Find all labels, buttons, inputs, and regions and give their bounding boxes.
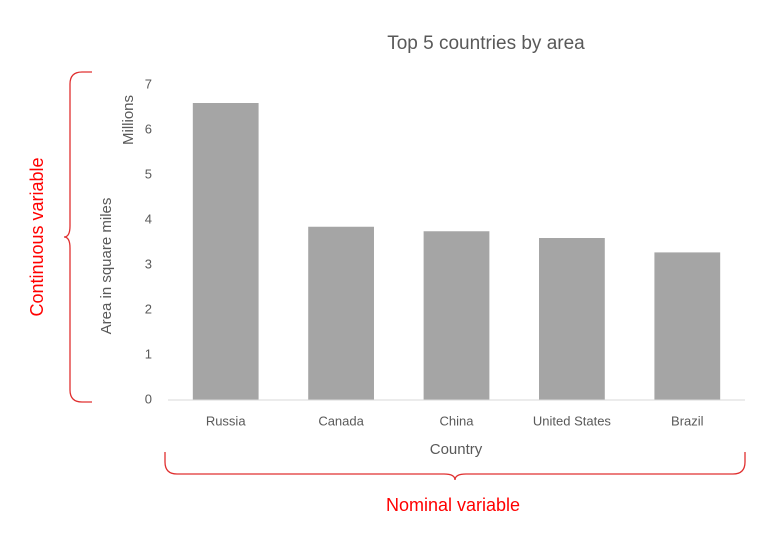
y-tick-label: 3: [145, 256, 152, 271]
x-tick-label: China: [440, 413, 475, 428]
y-tick-label: 2: [145, 301, 152, 316]
y-annotation: Continuous variable: [27, 157, 47, 316]
bar: [539, 238, 605, 400]
x-tick-label: United States: [533, 413, 612, 428]
x-bracket: [164, 452, 746, 481]
y-tick-label: 1: [145, 346, 152, 361]
y-tick-label: 7: [145, 76, 152, 91]
chart-title: Top 5 countries by area: [387, 33, 585, 54]
y-axis-unit: Millions: [120, 95, 137, 145]
bar: [654, 252, 721, 400]
x-tick-label: Canada: [318, 413, 364, 428]
y-tick-label: 6: [145, 121, 152, 136]
bar: [308, 226, 374, 400]
x-tick-label: Brazil: [671, 413, 704, 428]
y-axis-title: Area in square miles: [98, 198, 115, 335]
x-annotation: Nominal variable: [386, 495, 520, 515]
bar: [192, 103, 259, 400]
y-tick-label: 0: [145, 391, 152, 406]
y-bracket: [63, 71, 92, 403]
x-axis-title: Country: [430, 441, 483, 458]
bar: [423, 231, 490, 400]
y-tick-label: 4: [145, 211, 152, 226]
x-tick-label: Russia: [206, 413, 247, 428]
y-tick-label: 5: [145, 166, 152, 181]
